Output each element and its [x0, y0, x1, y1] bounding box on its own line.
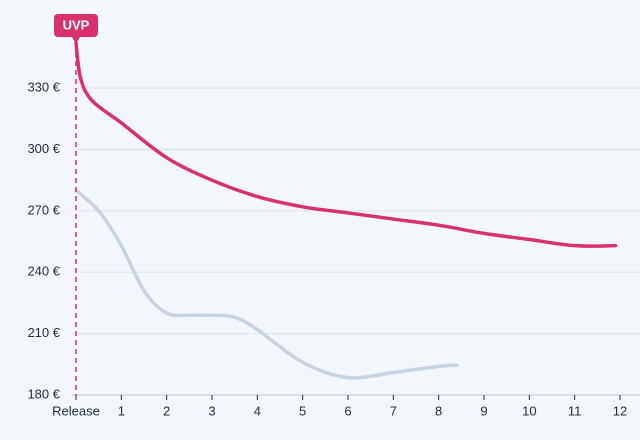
- x-tick-label: 5: [299, 403, 306, 418]
- annotation-label: UVP: [63, 17, 90, 32]
- x-tick-label: 11: [568, 403, 582, 418]
- x-tick-label: 8: [435, 403, 442, 418]
- x-tick-label: 6: [344, 403, 351, 418]
- y-tick-label: 240 €: [27, 264, 60, 279]
- x-tick-label: 7: [390, 403, 397, 418]
- annotation-box: [54, 14, 98, 37]
- x-tick-label: 10: [522, 403, 536, 418]
- y-tick-label: 300 €: [27, 141, 60, 156]
- x-tick-label: 9: [480, 403, 487, 418]
- x-tick-label: 1: [118, 403, 125, 418]
- y-tick-label: 270 €: [27, 202, 60, 217]
- series-line: [74, 41, 618, 248]
- y-tick-label: 330 €: [27, 80, 60, 95]
- x-tick-label: 3: [208, 403, 215, 418]
- x-tick-label: 4: [254, 403, 261, 418]
- x-tick-label: 2: [163, 403, 170, 418]
- series-line: [74, 188, 459, 380]
- y-tick-label: 210 €: [27, 325, 60, 340]
- y-tick-label: 180 €: [27, 386, 60, 401]
- annotation-pointer: [72, 37, 80, 44]
- x-tick-label: Release: [52, 403, 100, 418]
- x-tick-label: 12: [613, 403, 627, 418]
